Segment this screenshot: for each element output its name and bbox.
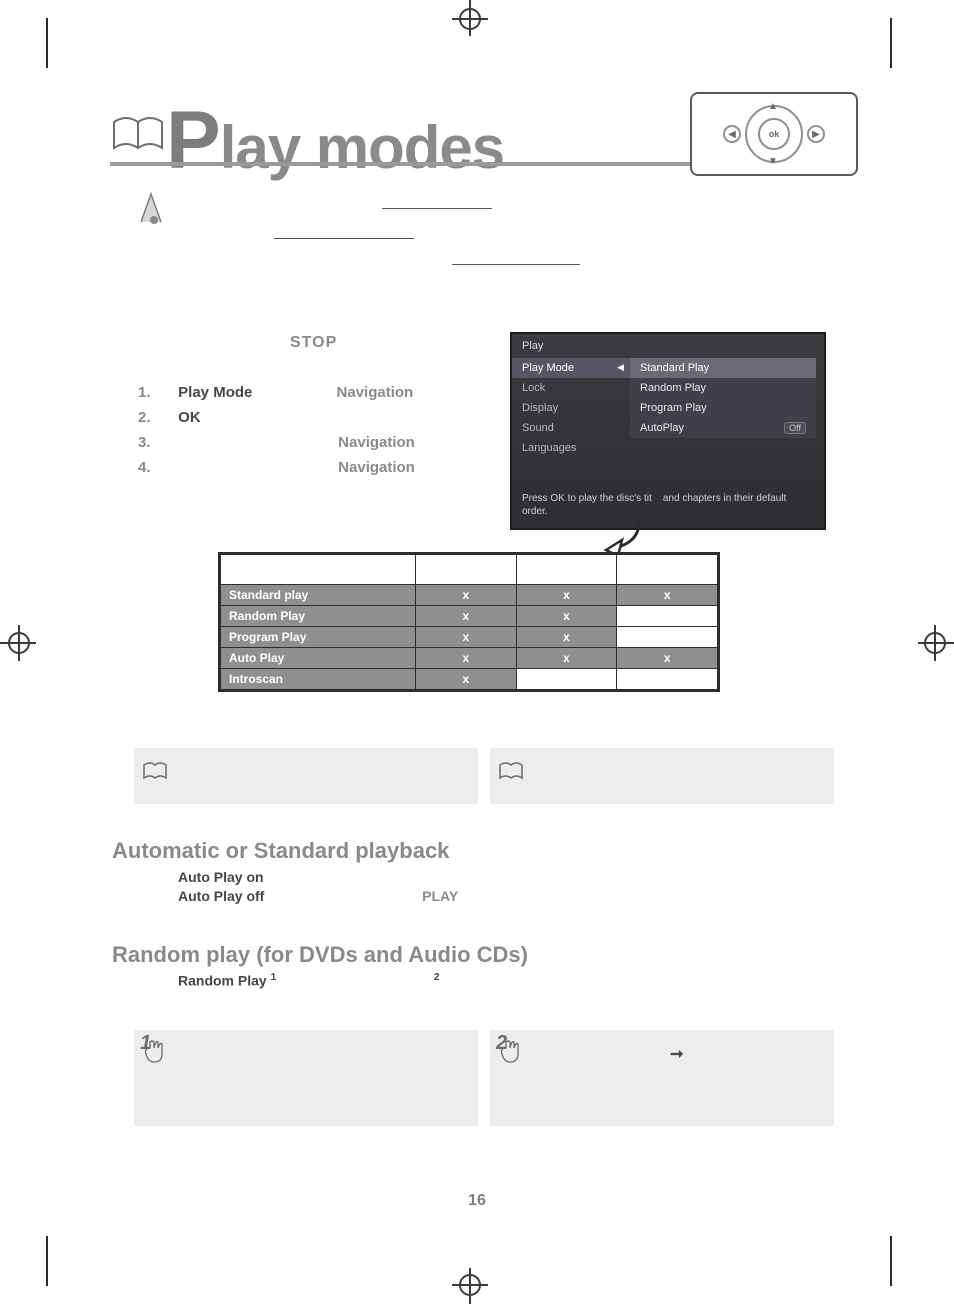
table-header — [416, 555, 517, 585]
nav-down-icon: ▼ — [768, 156, 778, 167]
table-cell: x — [416, 627, 517, 648]
table-row-label: Introscan — [221, 669, 416, 690]
page-number: 16 — [0, 1192, 954, 1210]
table-cell: x — [617, 648, 718, 669]
footnote-2: 2 — [434, 972, 440, 983]
note-box — [490, 748, 834, 804]
osd-header: Play — [512, 334, 824, 358]
nav-left-icon: ◀ — [723, 125, 741, 143]
table-row-label: Auto Play — [221, 648, 416, 669]
trim-mark — [46, 1236, 48, 1286]
hand-icon — [142, 1038, 168, 1064]
title-cap: P — [166, 95, 220, 186]
feature-table: Standard playxxxRandom PlayxxProgram Pla… — [218, 552, 720, 692]
trim-mark — [890, 18, 892, 68]
table-header — [516, 555, 617, 585]
book-icon — [142, 760, 168, 782]
table-cell: x — [617, 585, 718, 606]
auto-play-lines: Auto Play on Auto Play off PLAY — [178, 868, 458, 906]
table-cell: x — [516, 606, 617, 627]
table-cell — [516, 669, 617, 690]
table-cell — [617, 669, 718, 690]
ok-button-icon: ok — [758, 118, 790, 150]
hand-icon — [498, 1038, 524, 1064]
crop-mark — [8, 632, 30, 654]
trim-mark — [46, 18, 48, 68]
note-box — [134, 748, 478, 804]
crop-mark — [459, 1274, 481, 1296]
table-row-label: Random Play — [221, 606, 416, 627]
step-label: OK — [178, 409, 201, 426]
osd-option: Program Play — [630, 398, 816, 418]
osd-option-label: AutoPlay — [640, 422, 684, 434]
osd-hint: Press OK to play the disc's tit and chap… — [522, 492, 814, 518]
book-icon — [498, 760, 524, 782]
step-num: 3. — [138, 434, 174, 451]
nav-keyword: Navigation — [338, 459, 415, 476]
table-header-blank — [221, 555, 416, 585]
nav-keyword: Navigation — [338, 434, 415, 451]
stop-label: STOP — [290, 334, 337, 352]
caution-icon — [138, 192, 164, 226]
table-cell: x — [416, 648, 517, 669]
title-rest: lay modes — [220, 114, 504, 181]
osd-option: Random Play — [630, 378, 816, 398]
table-cell: x — [416, 585, 517, 606]
play-keyword: PLAY — [422, 888, 458, 904]
table-row-label: Standard play — [221, 585, 416, 606]
section-title-random: Random play (for DVDs and Audio CDs) — [112, 942, 528, 968]
osd-option: Standard Play — [630, 358, 816, 378]
osd-menu-item: Play Mode — [512, 358, 630, 378]
table-cell: x — [516, 648, 617, 669]
tip-box: 1 — [134, 1030, 478, 1126]
crop-mark — [459, 8, 481, 30]
nav-keyword: Navigation — [337, 384, 414, 401]
table-cell: x — [416, 669, 517, 690]
crop-mark — [924, 632, 946, 654]
osd-menu-item: Languages — [512, 438, 630, 458]
nav-right-icon: ▶ — [807, 125, 825, 143]
osd-menu-item: Lock — [512, 378, 630, 398]
step-label: Play Mode — [178, 384, 252, 401]
osd-option: AutoPlay Off — [630, 418, 816, 438]
osd-screenshot: Play Play Mode Lock Display Sound Langua… — [510, 332, 826, 530]
arrow-right-icon: ➞ — [670, 1044, 683, 1064]
book-icon — [110, 112, 166, 156]
osd-left-menu: Play Mode Lock Display Sound Languages — [512, 358, 630, 458]
osd-right-options: Standard Play Random Play Program Play A… — [630, 358, 824, 458]
table-cell: x — [516, 627, 617, 648]
step-num: 4. — [138, 459, 174, 476]
nav-pad-diagram: ok ◀ ▶ ▲ ▼ — [690, 92, 858, 176]
table-cell — [617, 606, 718, 627]
tip-box: 2 ➞ — [490, 1030, 834, 1126]
trim-mark — [890, 1236, 892, 1286]
random-play-line: Random Play 1 2 — [178, 972, 440, 989]
page-title: Play modes — [166, 94, 504, 188]
table-header — [617, 555, 718, 585]
table-cell: x — [416, 606, 517, 627]
footnote-1: 1 — [271, 972, 277, 983]
auto-play-on: Auto Play on — [178, 869, 264, 885]
random-play-label: Random Play — [178, 973, 267, 989]
step-num: 1. — [138, 384, 174, 401]
table-row-label: Program Play — [221, 627, 416, 648]
osd-menu-item: Sound — [512, 418, 630, 438]
table-cell: x — [516, 585, 617, 606]
step-list: 1. Play Mode Navigation 2. OK 3. Navigat… — [138, 384, 415, 484]
auto-play-off: Auto Play off — [178, 888, 264, 904]
table-cell — [617, 627, 718, 648]
osd-autoplay-pill: Off — [784, 422, 806, 434]
step-num: 2. — [138, 409, 174, 426]
section-title-auto: Automatic or Standard playback — [112, 838, 449, 864]
osd-menu-item: Display — [512, 398, 630, 418]
nav-up-icon: ▲ — [768, 101, 778, 112]
